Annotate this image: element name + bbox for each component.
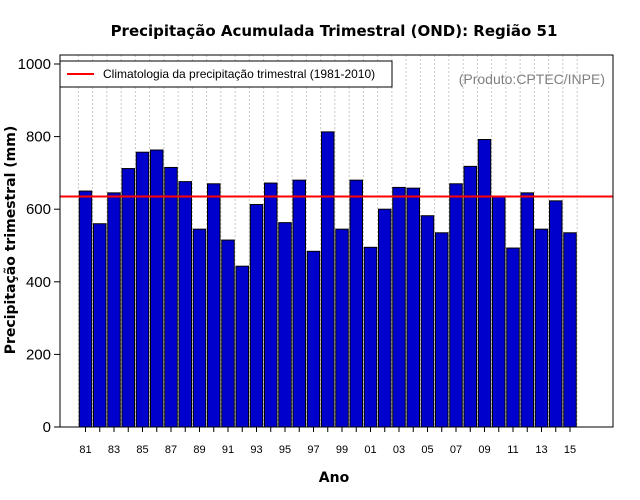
x-tick-label: 03 (393, 444, 405, 456)
bar-92 (235, 265, 249, 428)
x-tick-label: 15 (564, 444, 576, 456)
x-tick-label: 09 (478, 444, 490, 456)
x-tick-label: 85 (136, 444, 148, 456)
bar-94 (264, 182, 278, 428)
bar-08 (463, 165, 477, 428)
legend-box (59, 60, 393, 88)
bar-98 (321, 131, 335, 428)
x-tick-label: 83 (108, 444, 120, 456)
grid (77, 55, 578, 427)
x-tick-label: 95 (279, 444, 291, 456)
bar-13 (534, 228, 549, 428)
y-tick-label: 0 (43, 419, 51, 436)
bar-09 (477, 139, 492, 428)
bar-83 (107, 192, 121, 428)
bar-84 (121, 168, 135, 428)
x-axis-title: Ano (319, 470, 350, 486)
x-tick-label: 11 (507, 444, 518, 456)
x-tick-label: 01 (364, 444, 376, 456)
x-tick-label: 93 (250, 444, 262, 456)
bar-11 (506, 247, 520, 428)
bar-90 (207, 183, 221, 428)
bar-12 (520, 192, 534, 428)
y-axis: 0 200 400 600 800 1000 (18, 56, 60, 436)
x-tick-label: 89 (193, 444, 205, 456)
bar-82 (93, 223, 107, 428)
legend: Climatologia da precipitação trimestral … (59, 60, 393, 88)
x-tick-label: 13 (535, 444, 547, 456)
y-tick-label: 1000 (18, 56, 51, 73)
bar-99 (335, 228, 349, 428)
bar-04 (406, 187, 420, 428)
bars (78, 131, 577, 428)
x-axis: 81 83 85 87 89 91 93 95 97 99 01 03 05 07 09 11 13 15 (79, 427, 576, 456)
y-tick-label: 200 (26, 346, 51, 363)
y-tick-label: 400 (26, 274, 51, 291)
bar-88 (178, 181, 192, 428)
x-tick-label: 91 (222, 444, 234, 456)
y-axis-title: Precipitação trimestral (mm) (3, 126, 19, 354)
bar-95 (278, 222, 292, 428)
legend-label: Climatologia da precipitação trimestral … (103, 67, 375, 81)
bar-96 (292, 179, 306, 428)
plot-frame (59, 54, 614, 428)
bar-91 (221, 239, 235, 428)
y-tick-label: 600 (26, 201, 51, 218)
x-tick-label: 97 (307, 444, 319, 456)
bar-01 (363, 246, 378, 428)
bar-10 (492, 196, 506, 428)
x-tick-label: 81 (79, 444, 91, 456)
bar-05 (420, 215, 435, 428)
bar-81 (78, 190, 93, 428)
x-tick-label: 07 (450, 444, 462, 456)
bar-86 (150, 149, 164, 428)
x-tick-label: 87 (165, 444, 177, 456)
bar-97 (306, 250, 321, 428)
product-credit: (Produto:CPTEC/INPE) (459, 71, 605, 87)
bar-14 (549, 200, 563, 428)
bar-06 (435, 232, 449, 428)
y-tick-label: 800 (26, 129, 51, 146)
bar-87 (164, 166, 178, 428)
x-tick-label: 99 (336, 444, 348, 456)
x-tick-label: 05 (421, 444, 433, 456)
bar-00 (349, 179, 363, 428)
bar-85 (135, 151, 150, 428)
bar-89 (192, 228, 207, 428)
bar-15 (563, 232, 577, 428)
bar-07 (449, 183, 463, 428)
chart-title: Precipitação Acumulada Trimestral (OND):… (111, 22, 558, 40)
bar-93 (249, 203, 264, 428)
bar-02 (378, 208, 392, 428)
bar-03 (392, 186, 406, 428)
